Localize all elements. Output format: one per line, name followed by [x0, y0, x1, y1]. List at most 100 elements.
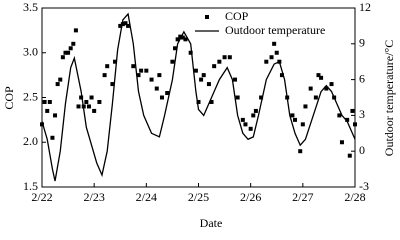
cop-point	[118, 23, 123, 28]
cop-point	[217, 59, 222, 64]
cop-point	[86, 104, 91, 109]
cop-point	[251, 113, 256, 118]
cop-point	[110, 82, 115, 87]
cop-point	[222, 55, 227, 60]
y2-tick-label: -3	[359, 179, 369, 193]
y2-axis-label: Outdoor temperature/°C	[382, 40, 396, 156]
legend-label: Outdoor temperature	[225, 23, 325, 37]
cop-point	[308, 86, 313, 91]
y2-tick-label: 3	[359, 107, 365, 121]
cop-point	[183, 37, 188, 42]
y2-tick-label: 9	[359, 36, 365, 50]
cop-point	[92, 108, 97, 113]
cop-point	[253, 108, 258, 113]
cop-point	[293, 117, 298, 122]
cop-point	[120, 22, 125, 27]
cop-point	[240, 117, 245, 122]
cop-point	[175, 37, 180, 42]
cop-point	[68, 46, 73, 51]
cop-point	[248, 126, 253, 131]
cop-point	[188, 50, 193, 55]
cop-point	[243, 122, 248, 127]
cop-point	[157, 73, 162, 78]
cop-point	[337, 113, 342, 118]
cop-point	[139, 68, 144, 73]
cop-point	[233, 77, 238, 82]
x-tick-label: 2/23	[83, 190, 104, 204]
cop-point	[105, 64, 110, 69]
legend-marker	[205, 15, 209, 19]
x-tick-label: 2/24	[136, 190, 157, 204]
cop-point	[58, 77, 63, 82]
cop-point	[144, 68, 149, 73]
cop-point	[123, 21, 128, 26]
cop-point	[345, 117, 350, 122]
y2-tick-label: 6	[359, 71, 365, 85]
chart: Date COP Outdoor temperature/°C 2/22 2/23…	[2, 0, 396, 230]
cop-point	[353, 122, 357, 127]
cop-point	[84, 99, 89, 104]
cop-point	[180, 35, 185, 40]
cop-point	[97, 99, 102, 104]
y2-tick-label: 0	[359, 143, 365, 157]
cop-point	[212, 64, 217, 69]
cop-point	[113, 59, 118, 64]
cop-point	[303, 104, 308, 109]
cop-point	[170, 59, 175, 64]
cop-point	[50, 135, 55, 140]
cop-point	[279, 73, 284, 78]
cop-point	[131, 64, 136, 69]
x-tick-label: 2/28	[344, 190, 365, 204]
cop-point	[209, 99, 214, 104]
cop-point	[71, 41, 76, 46]
y2-tick-label: 12	[359, 0, 371, 14]
cop-point	[316, 73, 321, 78]
y-axis-label: COP	[2, 86, 16, 110]
y-tick-label: 3.5	[23, 0, 38, 14]
temperature-line	[41, 12, 356, 182]
cop-point	[178, 34, 183, 39]
cop-point	[55, 82, 60, 87]
cop-point	[102, 73, 107, 78]
cop-point	[40, 122, 44, 127]
cop-point	[269, 55, 274, 60]
cop-point	[79, 95, 84, 100]
cop-point	[339, 140, 344, 145]
cop-point	[173, 46, 178, 51]
cop-point	[159, 95, 164, 100]
x-tick-label: 2/27	[292, 190, 313, 204]
cop-point	[63, 50, 68, 55]
cop-point	[89, 95, 94, 100]
cop-point	[76, 104, 81, 109]
cop-point	[42, 99, 47, 104]
cop-point	[66, 50, 71, 55]
cop-point	[259, 95, 264, 100]
cop-point	[199, 77, 204, 82]
legend-label: COP	[225, 9, 249, 23]
cop-point	[227, 55, 232, 60]
cop-point	[272, 41, 277, 46]
cop-point	[290, 113, 295, 118]
cop-point	[196, 99, 201, 104]
cop-point	[201, 73, 206, 78]
cop-point	[264, 59, 269, 64]
cop-point	[298, 149, 303, 154]
y-tick-label: 2.5	[23, 89, 38, 103]
x-tick-label: 2/22	[31, 190, 52, 204]
y-tick-label: 1.5	[23, 179, 38, 193]
cop-point	[154, 86, 159, 91]
cop-point	[350, 108, 355, 113]
cop-point	[347, 153, 352, 158]
cop-point	[165, 91, 170, 96]
cop-point	[45, 108, 50, 113]
cop-point	[235, 95, 240, 100]
cop-point	[274, 50, 279, 55]
cop-point	[319, 75, 324, 80]
cop-point	[73, 28, 78, 33]
cop-point	[206, 82, 211, 87]
cop-point	[53, 113, 58, 118]
cop-point	[136, 73, 141, 78]
cop-point	[193, 68, 198, 73]
x-tick-label: 2/26	[240, 190, 261, 204]
cop-point	[300, 122, 305, 127]
